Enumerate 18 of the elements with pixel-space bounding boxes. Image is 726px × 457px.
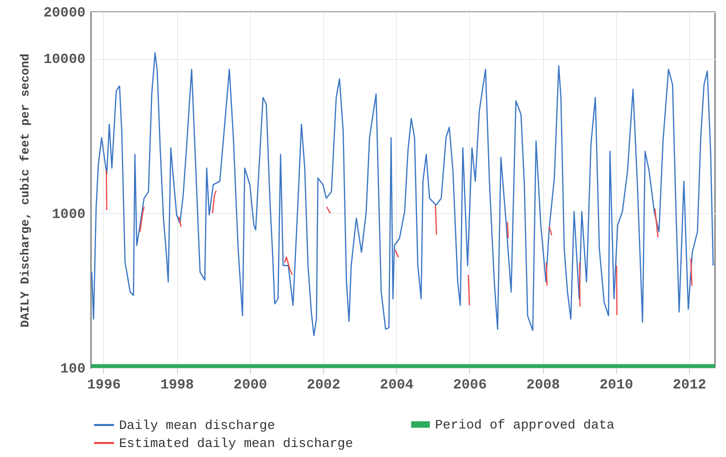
y-tick-label: 10000: [43, 52, 86, 68]
legend-label: Daily mean discharge: [119, 418, 276, 433]
x-tick-label: 2006: [453, 378, 487, 394]
x-tick-label: 2002: [306, 378, 340, 394]
x-tick-label: 2012: [672, 378, 706, 394]
line-series: [91, 52, 714, 336]
y-tick-label: 1000: [52, 206, 86, 223]
y-tick-label: 20000: [43, 6, 86, 22]
legend-label: Period of approved data: [435, 418, 615, 432]
y-axis-title: DAILY Discharge, cubic feet per second: [18, 54, 32, 328]
x-tick-label: 2000: [234, 378, 268, 394]
x-tick-label: 2010: [600, 378, 634, 394]
x-tick-label: 2004: [380, 378, 414, 394]
y-tick-label: 100: [60, 362, 86, 378]
legend-label: Estimated daily mean discharge: [119, 436, 354, 451]
x-tick-label: 2008: [526, 378, 560, 394]
x-tick-label: 1996: [87, 378, 121, 394]
x-tick-label: 1998: [160, 378, 194, 394]
